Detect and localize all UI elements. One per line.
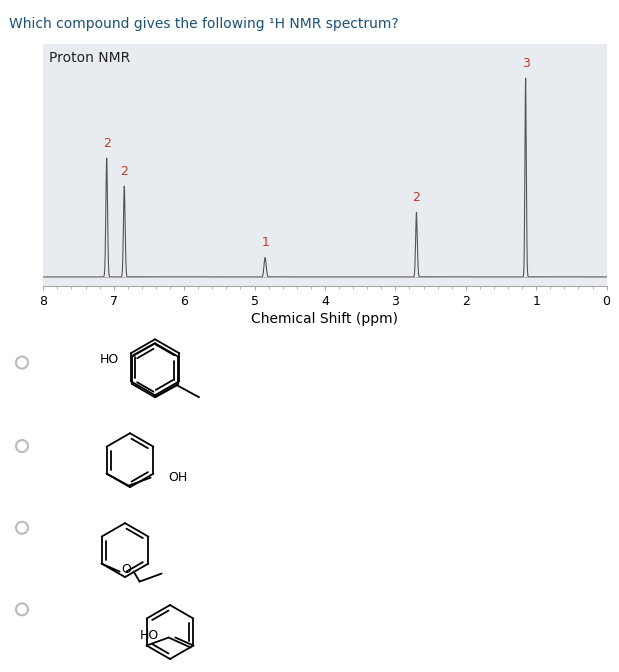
- Text: HO: HO: [140, 629, 159, 642]
- Text: Which compound gives the following ¹H NMR spectrum?: Which compound gives the following ¹H NM…: [9, 17, 399, 31]
- Text: 3: 3: [522, 56, 530, 70]
- Text: 2: 2: [120, 165, 128, 177]
- Text: 2: 2: [103, 136, 111, 150]
- Text: O: O: [122, 563, 132, 576]
- Text: Proton NMR: Proton NMR: [49, 51, 130, 65]
- Text: 2: 2: [413, 191, 420, 204]
- Text: HO: HO: [100, 353, 119, 366]
- Text: OH: OH: [168, 471, 188, 484]
- X-axis label: Chemical Shift (ppm): Chemical Shift (ppm): [251, 312, 399, 326]
- Text: 1: 1: [261, 236, 269, 249]
